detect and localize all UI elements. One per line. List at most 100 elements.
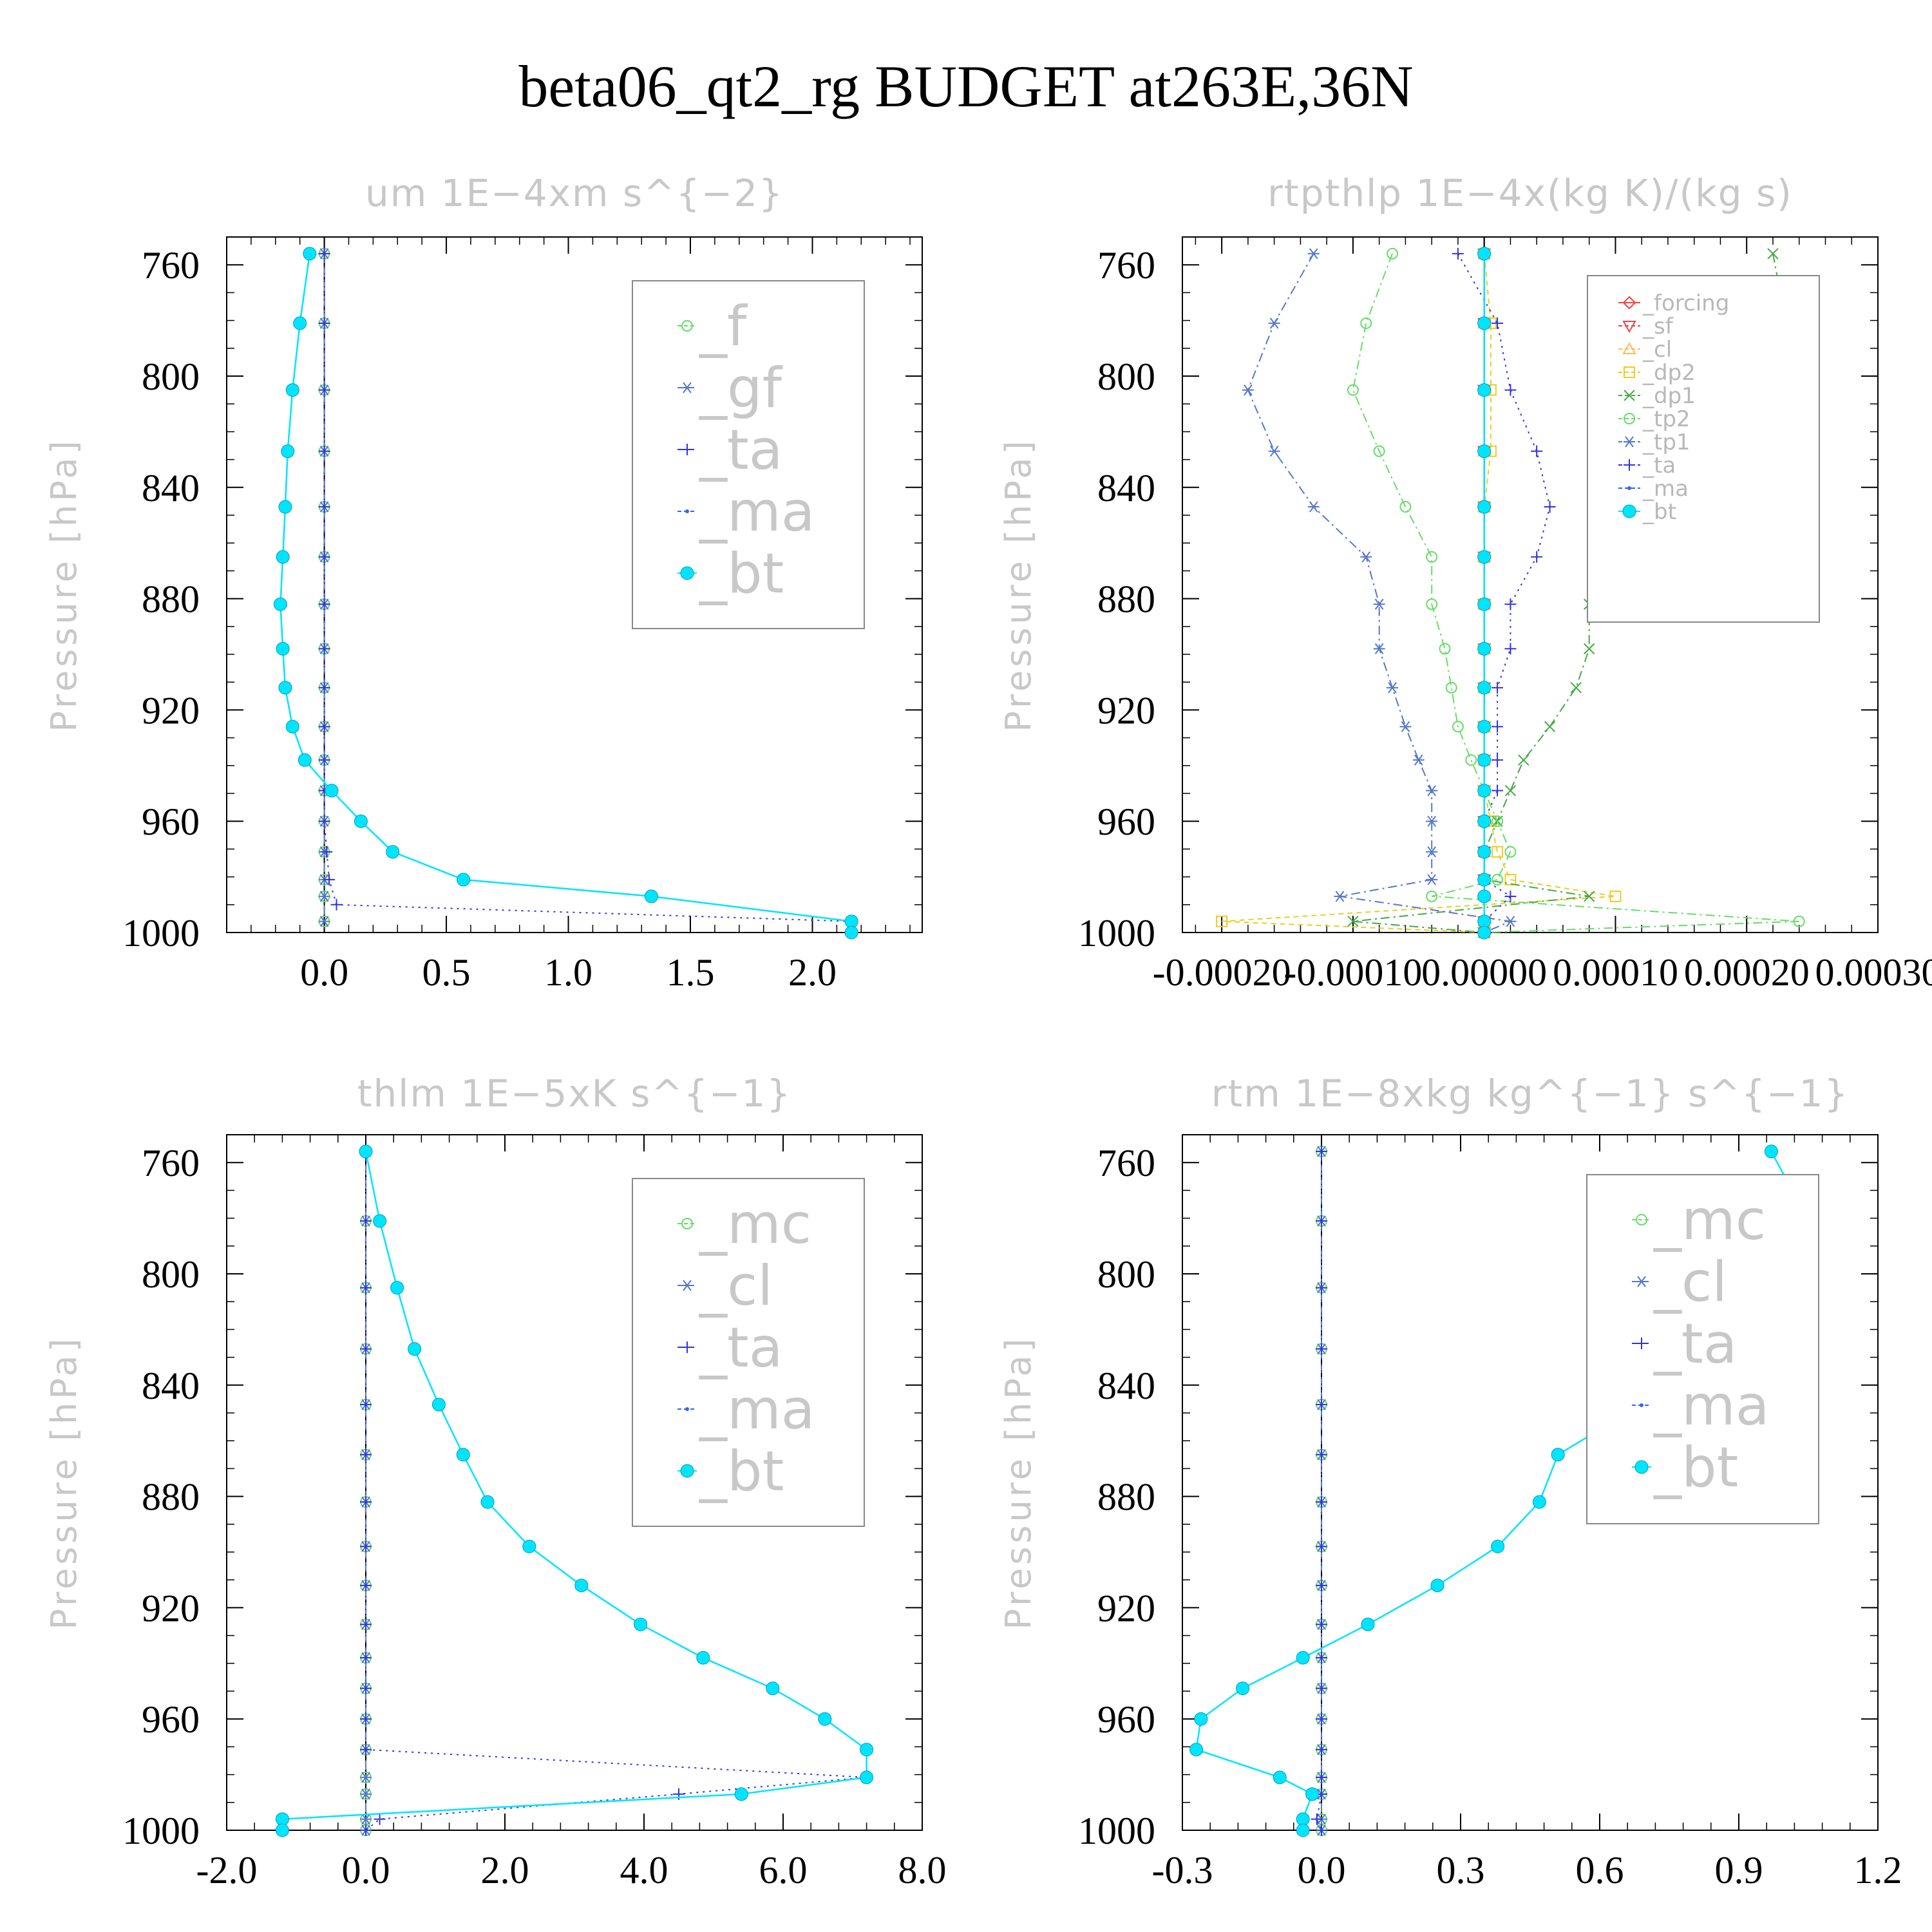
data-point — [323, 873, 336, 886]
legend-label: _cl — [699, 1254, 773, 1318]
legend-label: _ta — [1642, 453, 1676, 478]
data-point — [1532, 1495, 1546, 1509]
chart-panel-3: thlm 1E−5xK s^{−1} Pressure [hPa] -2.0 0.0 2… — [44, 1072, 947, 1891]
legend-label: _ta — [699, 1316, 782, 1380]
data-point — [1316, 1399, 1327, 1411]
series-line — [365, 1151, 867, 1831]
data-point — [522, 1539, 536, 1553]
data-point — [1477, 753, 1492, 767]
plot-frame — [226, 236, 923, 933]
data-point — [1316, 1215, 1327, 1227]
series-line — [279, 253, 853, 933]
y-tick-label: 760 — [1097, 1142, 1155, 1184]
data-point — [318, 551, 330, 563]
data-point — [1268, 446, 1280, 457]
x-tick-label: 0.6 — [1576, 1849, 1624, 1891]
data-point — [1477, 550, 1492, 564]
data-point — [281, 444, 295, 459]
data-point — [1426, 551, 1438, 563]
panel-title: um 1E−4xm s^{−2} — [365, 171, 784, 215]
data-point — [1296, 1651, 1310, 1665]
plot-frame — [1182, 1134, 1879, 1831]
data-point — [1316, 1496, 1327, 1508]
data-point — [285, 383, 299, 397]
legend-marker — [1624, 390, 1635, 401]
data-point — [1477, 316, 1492, 330]
data-point — [360, 1282, 372, 1294]
data-point — [1544, 501, 1556, 513]
x-tick-label: 8.0 — [898, 1849, 947, 1891]
data-point — [360, 1448, 372, 1461]
x-tick-label: -0.00010 — [1283, 951, 1422, 994]
data-point — [1426, 815, 1438, 827]
x-tick-label: 2.0 — [481, 1849, 529, 1891]
series-line — [281, 1151, 867, 1830]
data-point — [360, 1824, 372, 1836]
data-point — [1316, 1448, 1327, 1461]
data-point — [1316, 1145, 1327, 1157]
data-point — [386, 845, 400, 859]
series-line — [1247, 253, 1513, 933]
data-point — [696, 1651, 710, 1665]
data-point — [1316, 1824, 1327, 1836]
data-point — [1189, 1743, 1204, 1757]
y-tick-label: 840 — [142, 1365, 200, 1407]
data-point — [1504, 384, 1517, 396]
data-point — [360, 1743, 372, 1756]
legend-label: _ma — [699, 1378, 815, 1442]
data-point — [1452, 247, 1464, 260]
legend-label: _dp1 — [1642, 383, 1696, 409]
data-point — [1236, 1681, 1250, 1696]
legend-marker — [1634, 1460, 1649, 1474]
legend-marker — [681, 444, 693, 455]
data-point — [1316, 1540, 1327, 1553]
y-tick-label: 840 — [142, 467, 200, 509]
data-point — [1609, 890, 1622, 902]
data-point — [285, 719, 299, 734]
series-line — [1222, 253, 1616, 933]
data-point — [318, 643, 330, 655]
data-point — [574, 1578, 589, 1593]
y-tick-label: 760 — [142, 244, 200, 287]
data-point — [360, 1496, 372, 1508]
data-point — [1399, 501, 1412, 513]
data-point — [1412, 754, 1425, 766]
legend-label: _mc — [1653, 1188, 1766, 1253]
y-axis-label: Pressure [hPa] — [44, 437, 84, 732]
data-point — [1426, 598, 1438, 611]
data-point — [360, 1399, 372, 1411]
legend-marker — [1622, 321, 1636, 334]
data-point — [1531, 445, 1543, 457]
legend-label: _bt — [699, 542, 784, 606]
data-point — [1305, 1787, 1320, 1801]
data-point — [1531, 551, 1543, 563]
y-axis-label: Pressure [hPa] — [44, 1335, 84, 1629]
data-point — [1492, 815, 1504, 828]
data-point — [1583, 891, 1595, 902]
legend-marker — [1622, 296, 1636, 310]
y-axis-label: Pressure [hPa] — [998, 437, 1039, 732]
legend: _forcing_sf_cl_dp2_dp1_tp2_tp1_ta_ma_bt — [1587, 275, 1820, 623]
data-point — [1477, 719, 1492, 734]
data-point — [360, 1814, 372, 1825]
y-tick-label: 880 — [1097, 578, 1155, 621]
data-point — [1477, 641, 1492, 656]
chart-panel-4: rtm 1E−8xkg kg^{−1} s^{−1} Pressure [hPa]… — [998, 1072, 1902, 1891]
data-point — [634, 1617, 648, 1631]
data-point — [1477, 784, 1492, 798]
data-point — [1491, 1539, 1505, 1553]
data-point — [321, 846, 333, 858]
data-point — [390, 1281, 404, 1295]
x-tick-label: -0.3 — [1152, 1849, 1213, 1891]
data-point — [1504, 846, 1517, 858]
x-tick-label: -0.00020 — [1153, 951, 1291, 994]
legend-label: _ma — [1642, 476, 1689, 502]
data-point — [1544, 721, 1556, 733]
data-point — [818, 1712, 832, 1726]
data-point — [480, 1495, 495, 1509]
series-line — [1316, 1151, 1322, 1831]
data-point — [1477, 247, 1492, 261]
data-point — [1373, 445, 1385, 457]
chart-panel-2: rtpthlp 1E−4x(kg K)/(kg s) Pressure [hPa]… — [998, 171, 1932, 994]
data-point — [1477, 873, 1492, 887]
